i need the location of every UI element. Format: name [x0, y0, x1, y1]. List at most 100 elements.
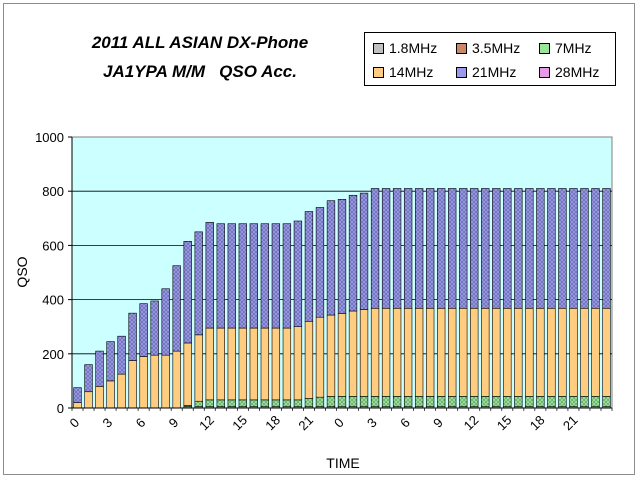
bar-fill — [106, 380, 115, 409]
bar-fill — [414, 307, 424, 397]
bar-hatch — [349, 195, 357, 311]
bar-segment — [392, 396, 402, 407]
bar-segment — [459, 188, 468, 309]
bar-segment — [117, 373, 126, 409]
bar-segment — [381, 396, 391, 407]
bar-segment — [591, 188, 600, 309]
bar-fill — [271, 327, 281, 401]
chart-title-line2: JA1YPA M/M QSO Acc. — [103, 62, 297, 81]
bar-hatch — [249, 223, 258, 329]
y-tick-label: 0 — [57, 401, 64, 416]
bar-segment — [448, 396, 457, 407]
bar-segment — [348, 310, 358, 397]
bar-segment — [437, 188, 446, 309]
bar-segment — [602, 307, 611, 397]
bar-segment — [326, 200, 336, 316]
bar-hatch — [371, 188, 379, 309]
bar-hatch — [338, 396, 346, 407]
bar-segment — [337, 313, 347, 397]
bar-hatch — [536, 188, 545, 309]
bar-segment — [492, 188, 501, 309]
bar-hatch — [437, 188, 446, 309]
bar-segment — [139, 303, 148, 357]
bar-segment — [359, 192, 369, 310]
bar-segment — [403, 396, 413, 407]
legend: 1.8MHz 3.5MHz 7MHz 14MHz 21MHz 28MHz — [364, 32, 616, 86]
bar-segment — [569, 188, 578, 309]
bar-segment — [293, 399, 303, 407]
bar-segment — [492, 396, 501, 407]
bar-segment — [227, 399, 236, 407]
bar-hatch — [95, 351, 104, 387]
bar-fill — [348, 310, 358, 397]
bar-segment — [293, 220, 303, 327]
bar-hatch — [283, 223, 291, 329]
x-tick-label: 12 — [196, 412, 217, 433]
bar-hatch — [602, 188, 611, 309]
bar-segment — [503, 396, 512, 407]
bar-hatch — [316, 397, 324, 407]
bar-hatch — [569, 188, 578, 309]
x-axis-title: TIME — [326, 455, 359, 471]
bar-segment — [95, 386, 104, 409]
bar-hatch — [470, 396, 479, 407]
bar-segment — [580, 396, 589, 407]
bar-segment — [238, 327, 247, 401]
bar-fill — [337, 313, 347, 397]
bar-segment — [315, 316, 325, 398]
bar-hatch — [536, 396, 545, 407]
bar-fill — [150, 354, 159, 409]
bar-segment — [602, 396, 611, 407]
bar-hatch — [514, 188, 523, 309]
bar-fill — [580, 307, 589, 397]
bar-segment — [359, 396, 369, 407]
bar-fill — [117, 373, 126, 409]
bar-hatch — [580, 188, 589, 309]
x-tick-label: 21 — [560, 412, 581, 433]
bar-hatch — [448, 188, 457, 309]
bar-fill — [194, 334, 203, 402]
bar-hatch — [227, 399, 236, 407]
bar-segment — [414, 396, 424, 407]
bar-fill — [293, 326, 303, 401]
bar-segment — [503, 188, 512, 309]
bar-hatch — [437, 396, 446, 407]
bar-segment — [359, 309, 369, 397]
bar-segment — [194, 400, 203, 407]
bar-fill — [315, 316, 325, 398]
bar-fill — [128, 360, 137, 409]
bar-hatch — [294, 399, 302, 407]
bar-segment — [117, 335, 126, 375]
bar-segment — [426, 396, 435, 407]
bar-hatch — [558, 396, 567, 407]
bar-segment — [492, 307, 501, 397]
bar-segment — [503, 307, 512, 397]
bar-hatch — [327, 200, 335, 316]
bar-fill — [459, 307, 468, 397]
bar-segment — [348, 396, 358, 407]
legend-label: 14MHz — [389, 64, 434, 80]
x-tick-label: 15 — [494, 412, 515, 433]
bar-hatch — [360, 396, 368, 407]
bar-segment — [525, 396, 534, 407]
legend-item-21mhz: 21MHz — [456, 64, 516, 80]
legend-item-3-5mhz: 3.5MHz — [456, 40, 520, 56]
bar-fill — [602, 307, 611, 397]
bar-hatch — [73, 387, 82, 403]
bar-hatch — [360, 193, 368, 310]
bar-segment — [326, 396, 336, 407]
bar-segment — [426, 307, 435, 397]
bar-segment — [271, 327, 281, 401]
legend-label: 3.5MHz — [472, 40, 521, 56]
bar-segment — [205, 399, 214, 407]
legend-label: 21MHz — [472, 64, 517, 80]
bar-hatch — [459, 396, 468, 407]
bar-segment — [216, 399, 225, 407]
bar-hatch — [415, 188, 423, 309]
bar-segment — [392, 188, 402, 309]
bar-segment — [216, 327, 225, 401]
bar-segment — [271, 223, 281, 329]
bar-segment — [260, 327, 270, 401]
bar-fill — [326, 314, 336, 397]
y-tick-label: 600 — [42, 238, 64, 253]
